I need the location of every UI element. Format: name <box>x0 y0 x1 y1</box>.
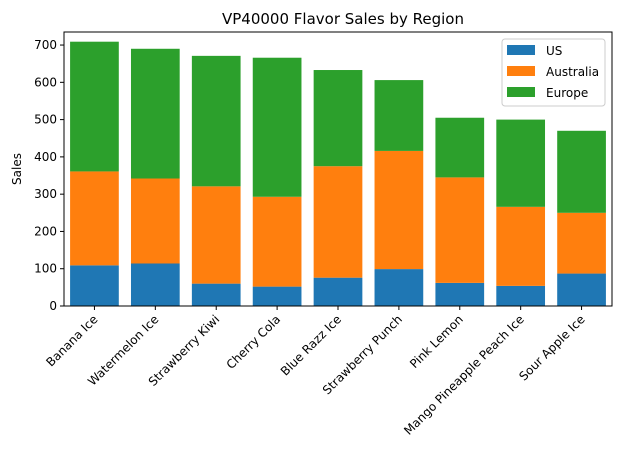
y-axis-label: Sales <box>10 153 24 185</box>
y-tick-label: 100 <box>34 262 57 276</box>
y-tick-label: 200 <box>34 224 57 238</box>
bar-us-6 <box>435 282 485 306</box>
plot-frame <box>63 31 613 307</box>
bar-us-0 <box>70 265 119 306</box>
bar-australia-4 <box>313 166 363 278</box>
bar-us-4 <box>313 277 363 306</box>
y-tick-label: 500 <box>34 113 57 127</box>
y-tick-label: 600 <box>34 75 57 89</box>
bar-europe-8 <box>557 130 606 213</box>
chart-title: VP40000 Flavor Sales by Region <box>222 10 464 28</box>
bar-us-8 <box>557 273 606 306</box>
bar-europe-2 <box>191 55 241 187</box>
bar-europe-4 <box>313 70 363 167</box>
bar-australia-6 <box>435 177 485 283</box>
x-tick-label: Banana Ice <box>43 312 100 369</box>
legend-label: Australia <box>546 65 599 79</box>
bar-europe-0 <box>70 41 119 172</box>
bar-australia-0 <box>70 171 119 266</box>
y-tick-label: 0 <box>49 299 57 313</box>
legend-label: Europe <box>546 86 588 100</box>
bar-australia-8 <box>557 212 606 274</box>
bar-us-7 <box>496 285 546 306</box>
x-tick-label: Cherry Cola <box>224 312 284 372</box>
legend: US Australia Europe <box>501 38 606 107</box>
legend-swatch <box>507 45 535 55</box>
legend-swatch <box>507 87 535 97</box>
bar-us-5 <box>374 269 424 306</box>
x-tick-label: Sour Apple Ice <box>516 312 587 383</box>
y-tick-label: 400 <box>34 150 57 164</box>
bar-australia-1 <box>130 178 180 264</box>
bar-europe-3 <box>252 57 302 197</box>
legend-swatch <box>507 66 535 76</box>
bar-australia-7 <box>496 206 546 286</box>
bar-europe-6 <box>435 117 485 178</box>
bar-us-1 <box>130 263 180 306</box>
x-tick-label: Mango Pineapple Peach Ice <box>401 312 527 438</box>
bar-australia-5 <box>374 150 424 270</box>
bar-us-2 <box>191 283 241 306</box>
x-tick-label: Blue Razz Ice <box>278 312 344 378</box>
y-tick-label: 300 <box>34 187 57 201</box>
bar-us-3 <box>252 286 302 306</box>
legend-label: US <box>546 44 562 58</box>
x-tick-label: Pink Lemon <box>407 312 466 371</box>
bar-australia-3 <box>252 196 302 287</box>
bar-europe-7 <box>496 119 546 207</box>
y-tick-label: 700 <box>34 38 57 52</box>
bar-australia-2 <box>191 186 241 284</box>
bar-europe-5 <box>374 80 424 151</box>
bar-europe-1 <box>130 48 180 179</box>
